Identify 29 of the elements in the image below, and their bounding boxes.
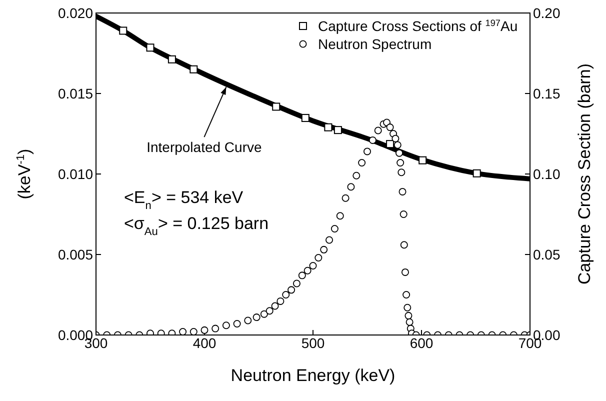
legend-label: Neutron Spectrum xyxy=(318,36,432,52)
point xyxy=(301,114,310,122)
point xyxy=(472,169,481,178)
x-tick-label: 400 xyxy=(192,334,216,351)
point xyxy=(272,102,280,111)
y-tick-label: 0.020 xyxy=(58,4,94,21)
y2-tick-label: 0.05 xyxy=(533,246,560,262)
point xyxy=(119,26,128,35)
y2-axis-title: Capture Cross Section (barn) xyxy=(575,63,594,285)
point xyxy=(168,55,176,64)
y2-tick-label: 0.10 xyxy=(533,166,560,182)
x-axis-title: Neutron Energy (keV) xyxy=(230,366,396,385)
point xyxy=(418,156,427,164)
point xyxy=(324,123,332,132)
y-tick-label: 0.010 xyxy=(58,166,94,182)
y-tick-label: 0.015 xyxy=(58,85,94,102)
annotation: Interpolated Curve xyxy=(146,139,262,156)
x-tick-label: 600 xyxy=(410,334,434,351)
legend-label: Capture Cross Sections of $^{197}$Au xyxy=(318,18,518,34)
point xyxy=(334,126,342,134)
point xyxy=(386,140,394,148)
annotation: <E$_{n}$> = 534 keV xyxy=(124,188,244,212)
y2-tick-label: 0.15 xyxy=(533,85,560,102)
x-tick-label: 500 xyxy=(301,334,325,351)
annotation: <σ$_{Au}$> = 0.125 barn xyxy=(124,214,269,238)
point xyxy=(146,44,154,52)
y2-tick-label: 0.20 xyxy=(533,4,560,21)
y-tick-label: 0.005 xyxy=(58,246,94,262)
point xyxy=(190,65,198,74)
